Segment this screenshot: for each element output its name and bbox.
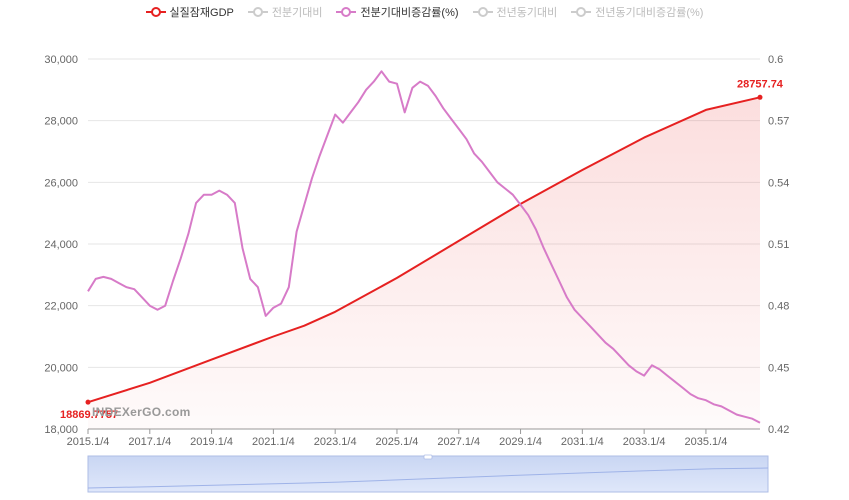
x-tick-label: 2035.1/4: [685, 436, 728, 448]
legend-marker-icon: [472, 7, 493, 17]
y-right-tick-label: 0.45: [768, 362, 789, 374]
y-left-tick-label: 26,000: [44, 177, 78, 189]
series-area: [88, 97, 760, 430]
x-tick-label: 2019.1/4: [190, 436, 233, 448]
legend-item-yoy[interactable]: 전년동기대비: [472, 4, 558, 20]
y-left-tick-label: 30,000: [44, 54, 78, 66]
legend-item-qoq[interactable]: 전분기대비: [247, 4, 323, 20]
y-right-tick-label: 0.54: [768, 177, 789, 189]
navigator-series-line: [87, 467, 769, 489]
legend-item-qoq-rate[interactable]: 전분기대비증감률(%): [336, 4, 459, 20]
range-navigator[interactable]: [87, 455, 769, 493]
y-left-tick-label: 28,000: [44, 116, 78, 128]
legend-marker-icon: [571, 7, 592, 17]
end-value-label: 28757.74: [737, 78, 784, 90]
x-tick-label: 2017.1/4: [128, 436, 171, 448]
y-right-tick-label: 0.51: [768, 239, 789, 251]
x-tick-label: 2029.1/4: [499, 436, 542, 448]
x-tick-label: 2023.1/4: [314, 436, 357, 448]
y-left-tick-label: 24,000: [44, 239, 78, 251]
legend: 실질잠재GDP 전분기대비 전분기대비증감률(%) 전년동기대비 전년동기대비증…: [0, 3, 849, 21]
legend-marker-icon: [145, 7, 166, 17]
series-end-point: [757, 94, 763, 100]
x-tick-label: 2015.1/4: [67, 436, 110, 448]
legend-label: 전분기대비: [271, 7, 323, 19]
legend-item-yoy-rate[interactable]: 전년동기대비증감률(%): [571, 4, 703, 20]
legend-label: 전년동기대비: [496, 7, 558, 19]
watermark: INDEXerGO.com: [92, 405, 191, 419]
legend-marker-icon: [247, 7, 268, 17]
y-right-tick-label: 0.57: [768, 116, 789, 128]
y-right-tick-label: 0.48: [768, 301, 789, 313]
y-right-tick-label: 0.42: [768, 424, 789, 436]
x-tick-label: 2021.1/4: [252, 436, 295, 448]
series-line: [87, 70, 761, 424]
x-tick-label: 2031.1/4: [561, 436, 604, 448]
legend-marker-icon: [336, 7, 357, 17]
y-left-tick-label: 22,000: [44, 301, 78, 313]
x-tick-label: 2027.1/4: [437, 436, 480, 448]
x-tick-label: 2025.1/4: [376, 436, 419, 448]
y-left-tick-label: 18,000: [44, 424, 78, 436]
series-line: [87, 96, 761, 404]
legend-label: 전분기대비증감률(%): [360, 7, 459, 19]
legend-label: 전년동기대비증감률(%): [595, 7, 704, 19]
navigator-handle[interactable]: [423, 454, 433, 460]
legend-label: 실질잠재GDP: [169, 7, 234, 19]
start-value-label: 18869.7757: [60, 409, 118, 421]
x-tick-label: 2033.1/4: [623, 436, 666, 448]
y-left-tick-label: 20,000: [44, 362, 78, 374]
legend-item-real-potential-gdp[interactable]: 실질잠재GDP: [145, 4, 234, 20]
series-start-point: [85, 399, 91, 405]
y-right-tick-label: 0.6: [768, 54, 783, 66]
